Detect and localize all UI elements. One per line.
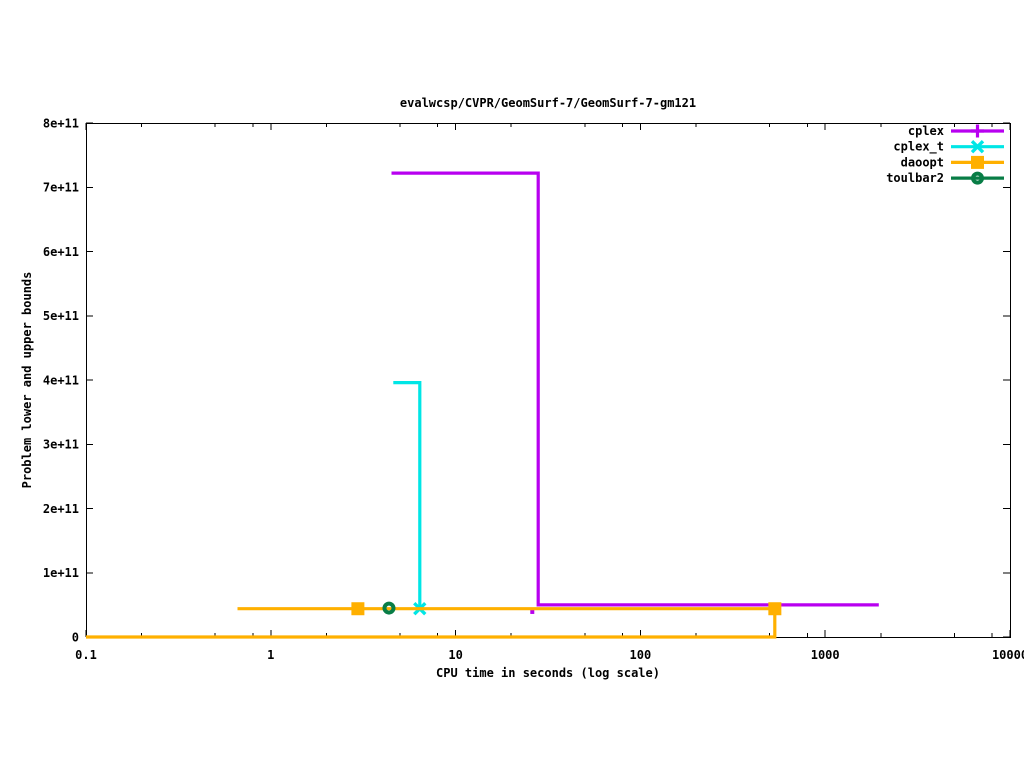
marker-circle-dot xyxy=(971,171,984,185)
legend-label-cplex: cplex xyxy=(908,124,944,138)
marker-circle-dot xyxy=(382,601,396,615)
marker-square xyxy=(971,155,984,169)
y-tick-label: 7e+11 xyxy=(43,181,79,195)
x-tick-label: 0.1 xyxy=(75,648,97,662)
plot-border xyxy=(86,123,1011,638)
marker-cross xyxy=(970,139,985,154)
y-tick-label: 1e+11 xyxy=(43,566,79,580)
marker-dot xyxy=(530,609,535,614)
series-line-cplex xyxy=(391,171,879,607)
series-daoopt xyxy=(86,602,782,639)
y-tick-label: 6e+11 xyxy=(43,245,79,259)
x-tick-label: 100 xyxy=(630,648,652,662)
x-tick-label: 1 xyxy=(267,648,274,662)
y-tick-label: 5e+11 xyxy=(43,309,79,323)
y-axis-label: Problem lower and upper bounds xyxy=(20,272,34,489)
marker-square xyxy=(768,602,782,616)
y-tick-label: 2e+11 xyxy=(43,502,79,516)
series-cplex_t xyxy=(393,381,427,616)
marker-plus xyxy=(971,124,984,138)
series-toulbar2 xyxy=(382,601,396,615)
y-tick-label: 4e+11 xyxy=(43,373,79,387)
y-tick-label: 3e+11 xyxy=(43,438,79,452)
series-line-cplex_t xyxy=(393,381,422,609)
y-tick-label: 0 xyxy=(72,630,79,644)
y-tick-label: 8e+11 xyxy=(43,116,79,130)
legend-label-cplex_t: cplex_t xyxy=(893,140,944,155)
legend-label-daoopt: daoopt xyxy=(901,155,944,169)
marker-square xyxy=(351,602,365,616)
x-tick-label: 10 xyxy=(448,648,462,662)
x-axis-label: CPU time in seconds (log scale) xyxy=(436,666,660,680)
series-line-daoopt xyxy=(86,608,777,639)
x-tick-label: 1000 xyxy=(811,648,840,662)
chart-title: evalwcsp/CVPR/GeomSurf-7/GeomSurf-7-gm12… xyxy=(400,96,696,110)
series-cplex xyxy=(391,171,879,614)
legend-label-toulbar2: toulbar2 xyxy=(886,171,944,185)
axis-ticks xyxy=(85,122,1011,638)
